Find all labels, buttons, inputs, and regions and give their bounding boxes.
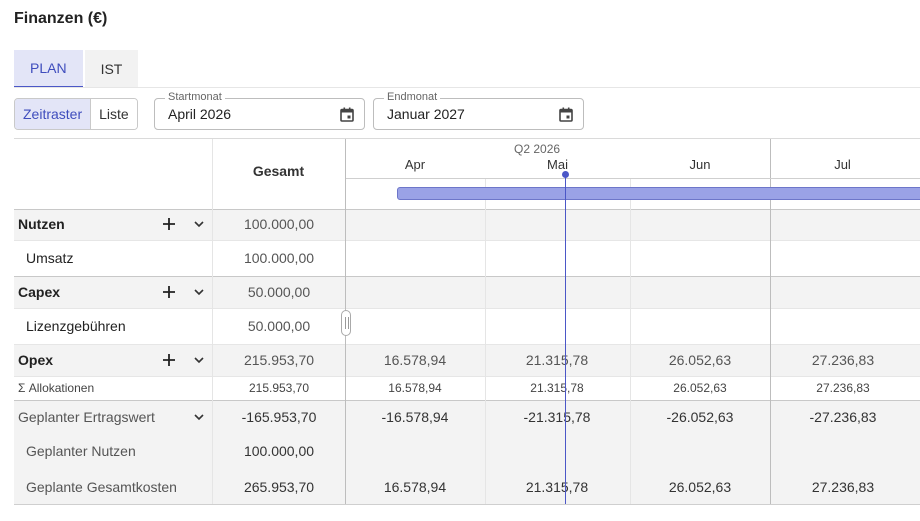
total-nutzen: 100.000,00 bbox=[243, 216, 315, 232]
total-capex: 50.000,00 bbox=[247, 284, 311, 300]
opex-jul: 27.236,83 bbox=[811, 352, 875, 368]
allokationen-jul: 27.236,83 bbox=[816, 381, 870, 395]
month-header-apr: Apr bbox=[404, 157, 426, 172]
row-divider bbox=[14, 308, 920, 309]
start-month-label: Startmonat bbox=[165, 91, 225, 103]
chevron-down-icon[interactable] bbox=[192, 285, 206, 299]
row-label-nutzen: Nutzen bbox=[18, 216, 65, 232]
today-marker-line bbox=[565, 173, 566, 504]
row-divider bbox=[14, 400, 920, 401]
chevron-down-icon[interactable] bbox=[192, 410, 206, 424]
row-divider bbox=[14, 240, 920, 241]
total-geplanter-ertragswert: -165.953,70 bbox=[241, 409, 317, 425]
summary-band bbox=[14, 401, 920, 504]
row-label-geplante-gesamtkosten: Geplante Gesamtkosten bbox=[26, 479, 177, 495]
view-toggle: Zeitraster Liste bbox=[14, 98, 138, 130]
quarter-label: Q2 2026 bbox=[514, 142, 561, 156]
opex-apr: 16.578,94 bbox=[383, 352, 447, 368]
end-month-label: Endmonat bbox=[384, 91, 441, 103]
ertragswert-jun: -26.052,63 bbox=[666, 409, 734, 425]
finance-grid: Gesamt Q2 2026 Apr Mai Jun Jul Nutzen 10… bbox=[14, 138, 920, 505]
column-divider bbox=[212, 139, 213, 504]
timeline-divider bbox=[346, 178, 920, 179]
zeitraster-button[interactable]: Zeitraster bbox=[15, 99, 92, 129]
timeline-bar[interactable] bbox=[397, 187, 920, 200]
opex-jun: 26.052,63 bbox=[668, 352, 732, 368]
opex-mai: 21.315,78 bbox=[525, 352, 589, 368]
plus-icon[interactable] bbox=[162, 285, 176, 299]
tab-plan[interactable]: PLAN bbox=[14, 50, 83, 88]
end-month-value: Januar 2027 bbox=[387, 106, 465, 122]
month-header-jul: Jul bbox=[834, 157, 851, 172]
row-label-opex: Opex bbox=[18, 352, 54, 368]
ertragswert-mai: -21.315,78 bbox=[523, 409, 591, 425]
row-divider bbox=[14, 209, 920, 210]
total-opex: 215.953,70 bbox=[243, 352, 315, 368]
today-marker-dot bbox=[562, 171, 569, 178]
row-divider bbox=[14, 376, 920, 377]
month-header-jun: Jun bbox=[689, 157, 711, 172]
row-band-nutzen bbox=[14, 209, 920, 240]
column-divider bbox=[770, 139, 771, 504]
total-lizenzgebuehren: 50.000,00 bbox=[247, 318, 311, 334]
gesamtkosten-apr: 16.578,94 bbox=[383, 479, 447, 495]
plan-ist-tabs: PLAN IST bbox=[14, 50, 140, 88]
gesamtkosten-mai: 21.315,78 bbox=[525, 479, 589, 495]
column-divider bbox=[485, 179, 486, 504]
row-label-geplanter-ertragswert: Geplanter Ertragswert bbox=[18, 409, 155, 425]
calendar-icon[interactable] bbox=[340, 107, 354, 122]
total-column-header: Gesamt bbox=[252, 163, 305, 179]
ertragswert-jul: -27.236,83 bbox=[809, 409, 877, 425]
column-resize-handle[interactable] bbox=[341, 310, 351, 336]
row-label-capex: Capex bbox=[18, 284, 61, 300]
row-divider bbox=[14, 276, 920, 277]
start-month-value: April 2026 bbox=[168, 106, 232, 122]
start-month-field[interactable]: Startmonat April 2026 bbox=[154, 91, 365, 130]
liste-button[interactable]: Liste bbox=[91, 99, 137, 129]
gesamtkosten-jun: 26.052,63 bbox=[668, 479, 732, 495]
total-umsatz: 100.000,00 bbox=[243, 250, 315, 266]
tabs-divider bbox=[14, 87, 920, 88]
row-label-umsatz: Umsatz bbox=[26, 250, 74, 266]
allokationen-jun: 26.052,63 bbox=[673, 381, 727, 395]
chevron-down-icon[interactable] bbox=[192, 217, 206, 231]
end-month-field[interactable]: Endmonat Januar 2027 bbox=[373, 91, 584, 130]
calendar-icon[interactable] bbox=[559, 107, 573, 122]
allokationen-mai: 21.315,78 bbox=[530, 381, 584, 395]
row-label-allokationen: Σ Allokationen bbox=[18, 381, 95, 395]
row-band-capex bbox=[14, 277, 920, 308]
chevron-down-icon[interactable] bbox=[192, 353, 206, 367]
row-label-geplanter-nutzen: Geplanter Nutzen bbox=[26, 443, 136, 459]
row-label-lizenzgebuehren: Lizenzgebühren bbox=[26, 318, 126, 334]
page-title: Finanzen (€) bbox=[14, 10, 108, 27]
plus-icon[interactable] bbox=[162, 217, 176, 231]
total-geplante-gesamtkosten: 265.953,70 bbox=[243, 479, 315, 495]
total-geplanter-nutzen: 100.000,00 bbox=[243, 443, 315, 459]
gesamtkosten-jul: 27.236,83 bbox=[811, 479, 875, 495]
month-header-mai: Mai bbox=[547, 157, 568, 172]
ertragswert-apr: -16.578,94 bbox=[381, 409, 449, 425]
column-divider bbox=[630, 179, 631, 504]
plus-icon[interactable] bbox=[162, 353, 176, 367]
row-divider bbox=[14, 344, 920, 345]
allokationen-apr: 16.578,94 bbox=[388, 381, 442, 395]
total-allokationen: 215.953,70 bbox=[248, 381, 310, 395]
tab-ist[interactable]: IST bbox=[84, 50, 139, 88]
